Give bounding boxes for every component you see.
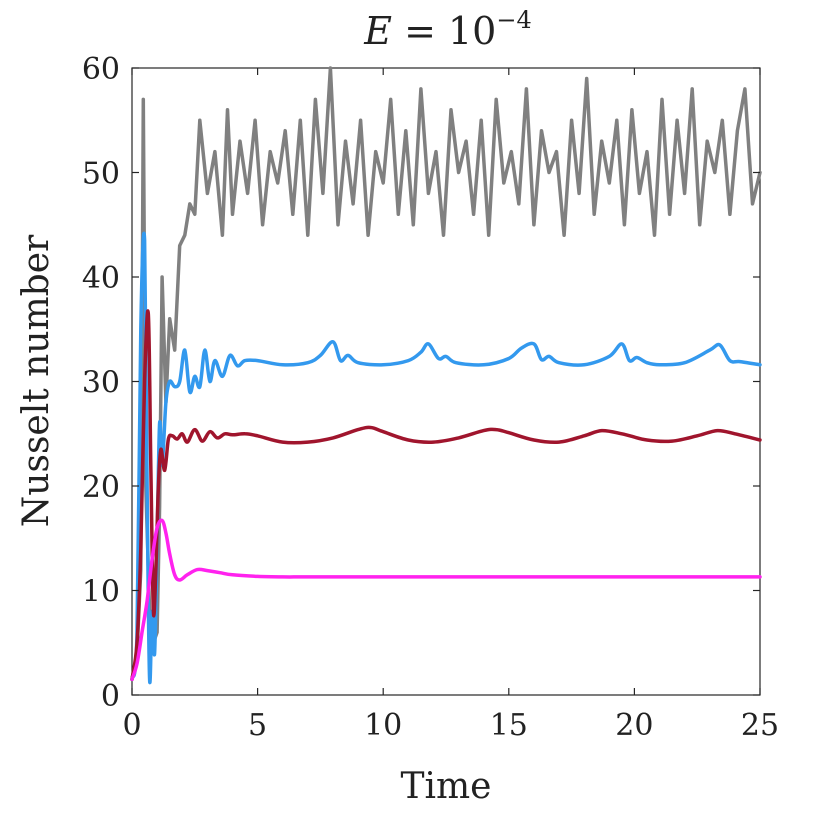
series-line-magenta [130,518,762,682]
x-tick-label: 15 [490,708,528,743]
series-line-gray [130,66,762,682]
y-tick-label: 50 [82,157,120,192]
x-tick-label: 20 [615,708,653,743]
y-tick-label: 40 [82,261,120,296]
series-layer [130,66,762,685]
x-tick-label: 25 [741,708,779,743]
y-tick-label: 20 [82,470,120,505]
title-base: 10 [448,9,496,53]
title-exponent: −4 [496,6,531,34]
y-tick-label: 10 [82,575,120,610]
y-axis-title: Nusselt number [16,234,57,527]
x-tick-label: 10 [364,708,402,743]
y-tick-label: 0 [101,679,120,714]
x-tick-label: 5 [248,708,267,743]
tick-layer: 0 5 10 15 20 25 0 10 20 30 40 50 60 [82,52,779,743]
title-equals: = [392,9,448,53]
x-axis-title: Time [401,766,492,807]
y-tick-label: 60 [82,52,120,87]
series-line-dark-red [130,309,762,682]
title-variable: E [363,9,392,53]
chart-title: E = 10−4 [363,6,532,53]
y-tick-label: 30 [82,366,120,401]
series-line-blue [130,231,762,685]
x-tick-label: 0 [122,708,141,743]
